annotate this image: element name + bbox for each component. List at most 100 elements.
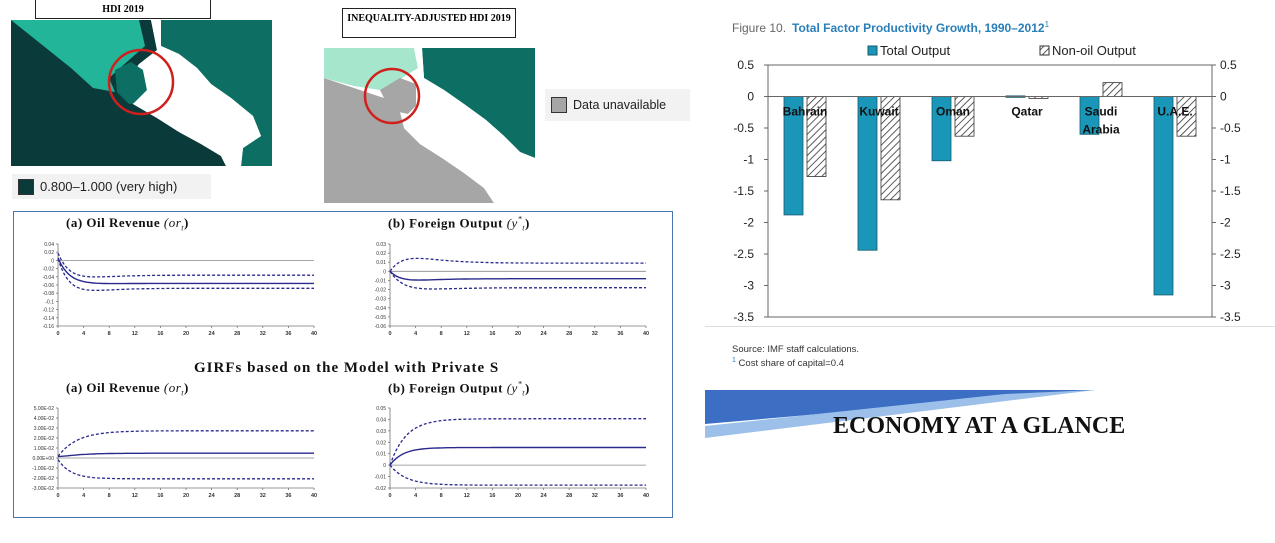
y-tick-left: -2.5	[733, 247, 754, 261]
girf-x-tick: 24	[209, 493, 216, 499]
unavailable-legend: Data unavailable	[545, 89, 690, 121]
girf-x-tick: 36	[617, 493, 623, 499]
y-tick-left: -3.5	[733, 310, 754, 324]
girf-y-tick: -0.04	[43, 275, 55, 281]
girf-y-tick: 0.04	[44, 242, 54, 248]
girf-x-tick: 36	[285, 331, 291, 337]
y-tick-left: 0	[747, 90, 754, 104]
category-label: Qatar	[1011, 104, 1043, 118]
category-label: Arabia	[1082, 122, 1120, 136]
girf-y-tick: -0.1	[45, 299, 54, 305]
girf-x-tick: 8	[108, 331, 111, 337]
girf-x-tick: 40	[311, 331, 317, 337]
girf-x-tick: 0	[388, 493, 391, 499]
y-tick-left: -0.5	[733, 121, 754, 135]
ihdi-map	[324, 48, 535, 203]
girf-x-tick: 28	[566, 493, 572, 499]
girf-x-tick: 4	[82, 331, 86, 337]
girf-y-tick: -0.08	[43, 291, 55, 297]
girf-x-tick: 32	[260, 493, 266, 499]
girf-label-top-a: (a) Oil Revenue (ort)	[66, 215, 189, 233]
legend-label-total: Total Output	[880, 43, 950, 58]
girf-y-tick: -0.03	[375, 297, 387, 303]
girf-y-tick: -1.00E-02	[32, 466, 54, 472]
chart-bottom-rule	[705, 326, 1275, 327]
bar-total-output	[1153, 96, 1174, 296]
girf-label-bottom-b: (b) Foreign Output (y*t)	[388, 380, 530, 398]
girf-x-tick: 24	[541, 493, 548, 499]
hdi-legend: 0.800–1.000 (very high)	[12, 174, 211, 199]
y-tick-right: -1	[1220, 153, 1231, 167]
girf-y-tick: -0.06	[43, 283, 55, 289]
girf-y-tick: 1.00E-02	[34, 446, 55, 452]
girf-y-tick: 3.00E-02	[34, 426, 55, 432]
girf-x-tick: 20	[515, 493, 521, 499]
legend-label-very-high: 0.800–1.000 (very high)	[40, 179, 178, 194]
girf-x-tick: 36	[285, 493, 291, 499]
girf-y-tick: 0.03	[376, 429, 386, 435]
girf-y-tick: 0.00E+00	[32, 456, 54, 462]
girf-y-tick: -0.01	[375, 475, 387, 481]
figure-source: Source: IMF staff calculations.	[732, 344, 860, 355]
girf-x-tick: 12	[132, 331, 138, 337]
girf-heading: GIRFs based on the Model with Private S	[194, 360, 500, 376]
girf-panel-bottom-a: 5.00E-02 4.00E-02 3.00E-02 2.00E-02 1.00E-02…	[32, 406, 317, 499]
legend-label-non-oil: Non-oil Output	[1052, 43, 1136, 58]
girf-x-tick: 32	[260, 331, 266, 337]
figure-number: Figure 10.	[732, 21, 787, 35]
girf-y-tick: -0.16	[43, 324, 55, 330]
girf-x-tick: 28	[566, 331, 572, 337]
figure-title-footnote-mark: 1	[1044, 20, 1050, 29]
legend-swatch-very-high	[18, 178, 34, 195]
girf-x-tick: 36	[617, 331, 623, 337]
girf-y-tick: -3.00E-02	[32, 486, 54, 492]
girf-x-tick: 8	[440, 331, 443, 337]
y-tick-left: -1.5	[733, 184, 754, 198]
ihdi-highlight-circle	[363, 67, 421, 125]
girf-y-tick: -0.06	[375, 324, 387, 330]
figure-name: Total Factor Productivity Growth, 1990–2…	[792, 21, 1045, 35]
girf-panel-bottom-b: 0.050.040.030.020.010-0.01-0.020 4 8 12 16 20…	[375, 406, 649, 499]
legend-label-unavailable: Data unavailable	[573, 98, 667, 112]
girf-x-tick: 12	[464, 493, 470, 499]
girf-y-tick: 0.01	[376, 452, 386, 458]
girf-y-tick: 0.02	[376, 440, 386, 446]
girf-x-tick: 16	[489, 493, 495, 499]
girf-label-bottom-a: (a) Oil Revenue (ort)	[66, 380, 189, 398]
girf-x-tick: 40	[643, 493, 649, 499]
legend-swatch-non-oil	[1039, 45, 1050, 56]
girf-x-tick: 16	[489, 331, 495, 337]
girf-y-tick: 0	[51, 258, 54, 264]
category-label: Kuwait	[859, 104, 898, 118]
y-tick-left: -1	[743, 153, 754, 167]
girf-y-tick: 0	[383, 269, 386, 275]
hdi-highlight-circle	[107, 48, 175, 116]
hdi-map-graphic	[11, 20, 272, 166]
girf-x-tick: 24	[209, 331, 216, 337]
legend-swatch-total	[867, 45, 878, 56]
girf-x-tick: 0	[56, 493, 59, 499]
girf-x-tick: 40	[311, 493, 317, 499]
girf-y-tick: 0.04	[376, 417, 386, 423]
ihdi-map-graphic	[324, 48, 535, 203]
figure-title: Figure 10. Total Factor Productivity Grow…	[732, 20, 1049, 35]
y-tick-left: -2	[743, 216, 754, 230]
girf-y-tick: -2.00E-02	[32, 476, 54, 482]
girf-y-tick: -0.02	[375, 486, 387, 492]
banner-shape	[705, 390, 1095, 438]
girf-x-tick: 0	[56, 331, 59, 337]
girf-x-tick: 28	[234, 331, 240, 337]
y-tick-left: 0.5	[737, 58, 754, 72]
girf-x-tick: 0	[388, 331, 391, 337]
girf-y-tick: 0.03	[376, 242, 386, 248]
girf-y-tick: -0.12	[43, 308, 55, 314]
girf-panel-top-b: 0.03 0.02 0.01 0 -0.01 -0.02 -0.03 -0.04 -0.05 -0…	[375, 242, 649, 337]
figure-footnote: 1 Cost share of capital=0.4	[732, 357, 844, 370]
legend-swatch-unavailable	[551, 97, 567, 113]
y-tick-right: -2	[1220, 216, 1231, 230]
girf-x-tick: 32	[592, 493, 598, 499]
girf-panel-top-a: 0.04 0.02 0 -0.02 -0.04 -0.06 -0.08 -0.1 -0.12 -0…	[43, 242, 317, 337]
girf-y-tick: 5.00E-02	[34, 406, 55, 412]
girf-y-tick: 0.01	[376, 260, 386, 266]
girf-x-tick: 32	[592, 331, 598, 337]
